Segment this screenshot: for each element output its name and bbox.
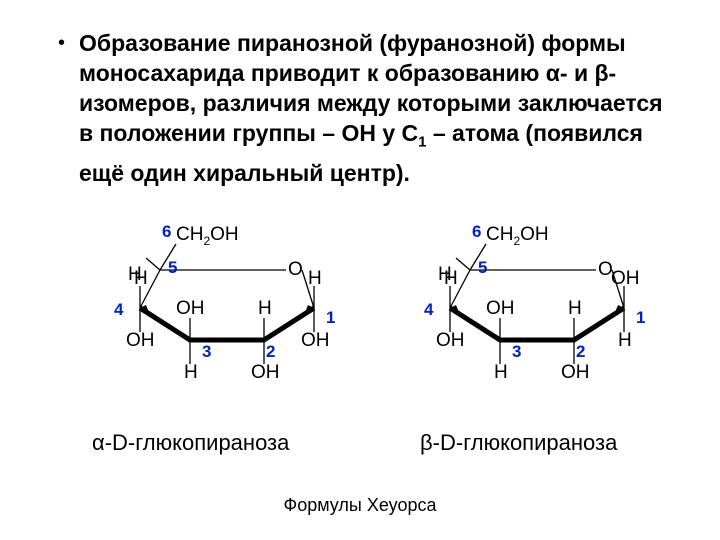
pos-3: 3 [512, 342, 521, 362]
pos-3: 3 [202, 342, 211, 362]
c1-down: OH [301, 330, 330, 352]
c2-up: H [258, 298, 272, 320]
c3-up: OH [486, 298, 515, 320]
c4-down: OH [436, 330, 465, 352]
pos-1: 1 [636, 308, 645, 328]
slide: • Образование пиранозной (фуранозной) фо… [0, 0, 720, 540]
c2-down: OH [251, 362, 280, 384]
c1-down: H [618, 330, 632, 352]
ch2oh-label: CH2OH [176, 224, 239, 248]
diagrams-area: O CH2OH H H OH H OH OH H H OH 1 2 3 4 5 [0, 218, 720, 418]
pos-2: 2 [266, 342, 275, 362]
pos-4: 4 [114, 300, 123, 320]
c4-up: H [134, 268, 148, 290]
beta-caption: β-D-глюкопираноза [420, 430, 617, 456]
c2-up: H [568, 298, 582, 320]
c3-up: OH [176, 298, 205, 320]
ring-oxygen: O [288, 259, 303, 281]
pos-1: 1 [326, 308, 335, 328]
c4-up: H [444, 268, 458, 290]
c1-up: H [308, 268, 322, 290]
pos-6: 6 [472, 222, 481, 242]
bullet-text: Образование пиранозной (фуранозной) форм… [79, 28, 670, 188]
footer-text: Формулы Хеуорса [0, 495, 720, 516]
c1-up: OH [611, 268, 640, 290]
pos-4: 4 [424, 300, 433, 320]
c3-down: H [184, 362, 198, 384]
alpha-caption: α-D-глюкопираноза [92, 430, 289, 456]
pos-2: 2 [576, 342, 585, 362]
c2-down: OH [561, 362, 590, 384]
ch2oh-label: CH2OH [486, 224, 549, 248]
bullet-item: • Образование пиранозной (фуранозной) фо… [50, 28, 670, 188]
pos-5: 5 [168, 258, 177, 278]
beta-glucopyranose-diagram: O CH2OH H OH H H OH OH H H OH 1 2 3 4 5 … [408, 218, 668, 398]
c4-down: OH [126, 330, 155, 352]
alpha-glucopyranose-diagram: O CH2OH H H OH H OH OH H H OH 1 2 3 4 5 [98, 218, 358, 398]
pos-5: 5 [478, 258, 487, 278]
c3-down: H [494, 362, 508, 384]
bullet-marker: • [58, 28, 65, 58]
pos-6: 6 [162, 222, 171, 242]
